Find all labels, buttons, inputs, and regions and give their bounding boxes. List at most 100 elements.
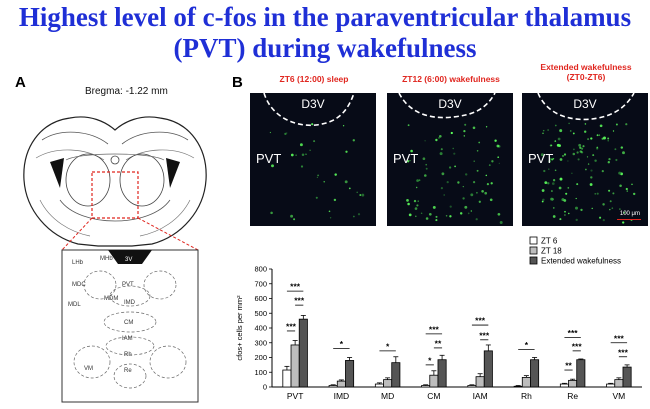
legend-swatch [529, 246, 538, 255]
cfos-cell-dot [345, 150, 348, 153]
bar-md-1 [383, 379, 393, 388]
region-label-re: Re [124, 368, 132, 374]
bar-md-0 [374, 383, 384, 388]
cfos-cell-dot [464, 205, 468, 209]
cfos-cell-dot [407, 124, 410, 127]
cfos-cell-dot [290, 153, 294, 157]
significance-label: * [340, 339, 344, 349]
region-label-3v: 3V [125, 257, 132, 263]
cfos-cell-dot [498, 162, 500, 165]
cfos-cell-dot [596, 146, 599, 149]
cfos-cell-dot [301, 153, 305, 156]
cfos-cell-dot [467, 212, 470, 215]
cfos-cell-dot [269, 131, 272, 134]
cfos-cell-dot [295, 154, 297, 156]
cfos-cell-dot [622, 221, 625, 224]
cfos-cell-dot [590, 176, 593, 179]
cfos-cell-dot [486, 182, 490, 186]
cfos-cell-dot [494, 139, 497, 142]
cfos-cell-dot [300, 165, 304, 168]
cfos-cell-dot [496, 144, 500, 148]
cfos-cell-dot [485, 174, 488, 177]
significance-label: *** [429, 324, 440, 334]
cfos-cell-dot [293, 218, 296, 221]
cfos-cell-dot [440, 148, 443, 151]
cfos-cell-dot [571, 172, 573, 174]
cfos-cell-dot [602, 219, 605, 222]
d3v-label: D3V [438, 97, 462, 111]
cfos-cell-dot [622, 151, 625, 155]
cfos-cell-dot [315, 196, 318, 199]
region-label-mhb: MHb [100, 256, 113, 262]
cfos-cell-dot [452, 147, 454, 150]
cfos-cell-dot [484, 191, 488, 195]
y-tick-label: 600 [254, 294, 267, 303]
cfos-cell-dot [557, 137, 561, 141]
y-tick-label: 800 [254, 265, 267, 274]
cfos-cell-dot [579, 150, 582, 153]
cfos-cell-dot [432, 205, 436, 209]
cfos-cell-dot [631, 183, 633, 186]
x-tick-label: VM [613, 391, 626, 401]
image-label-extended: Extended wakefulness (ZT0-ZT6) [540, 62, 632, 82]
cfos-cell-dot [497, 156, 500, 159]
significance-label: ** [565, 361, 572, 371]
cfos-cell-dot [542, 129, 545, 132]
cfos-cell-dot [573, 148, 575, 151]
cfos-cell-dot [552, 215, 556, 218]
cfos-cell-dot [547, 182, 550, 185]
cfos-cell-dot [464, 173, 468, 176]
cfos-cell-dot [619, 208, 621, 210]
cfos-cell-dot [271, 164, 274, 168]
cfos-cell-dot [584, 130, 587, 133]
cfos-cell-dot [552, 179, 556, 182]
cfos-cell-dot [472, 126, 476, 130]
cfos-cell-dot [473, 160, 475, 162]
pvt-label: PVT [256, 151, 282, 166]
cfos-cell-dot [416, 179, 419, 182]
x-tick-label: MD [381, 391, 394, 401]
bar-imd-0 [328, 385, 338, 388]
cfos-cell-dot [416, 204, 419, 207]
region-label-mdm: MDM [104, 296, 118, 302]
cfos-cell-dot [415, 215, 417, 218]
region-label-rh: Rh [124, 352, 132, 358]
cfos-cell-dot [559, 218, 562, 221]
cfos-cell-dot [304, 153, 307, 155]
cfos-cell-dot [575, 218, 578, 222]
cfos-cell-dot [424, 140, 426, 142]
cfos-cell-dot [548, 168, 550, 170]
cfos-cell-dot [485, 126, 488, 128]
cfos-cell-dot [579, 146, 582, 149]
cfos-cell-dot [352, 139, 355, 142]
cfos-cell-dot [490, 182, 493, 185]
cfos-cell-dot [542, 132, 544, 135]
significance-label: * [525, 340, 529, 350]
image-label-zt6: ZT6 (12:00) sleep [279, 74, 349, 84]
region-label-mdl: MDL [68, 302, 81, 308]
bar-re-1 [568, 379, 578, 388]
cfos-cell-dot [413, 199, 417, 203]
panel-b-letter: B [232, 74, 243, 91]
cfos-cell-dot [567, 160, 569, 162]
cfos-cell-dot [481, 189, 484, 193]
cfos-cell-dot [626, 190, 628, 192]
cfos-cell-dot [540, 153, 544, 157]
cfos-cell-dot [286, 132, 288, 134]
cfos-cell-dot [607, 137, 610, 140]
cfos-cell-dot [450, 131, 453, 135]
cfos-cell-dot [608, 157, 611, 161]
cfos-cell-dot [449, 215, 452, 218]
x-tick-label: Re [567, 391, 578, 401]
cfos-cell-dot [353, 215, 355, 218]
cfos-cell-dot [270, 211, 273, 215]
cfos-cell-dot [607, 140, 609, 142]
cfos-cell-dot [564, 214, 566, 216]
y-tick-label: 400 [254, 324, 267, 333]
cfos-cell-dot [541, 189, 545, 192]
legend-swatch [529, 256, 538, 265]
cfos-cell-dot [569, 130, 572, 132]
cfos-cell-dot [449, 205, 452, 208]
cfos-cell-dot [576, 151, 579, 154]
y-axis-label: cfos+ cells per mm² [235, 295, 244, 361]
